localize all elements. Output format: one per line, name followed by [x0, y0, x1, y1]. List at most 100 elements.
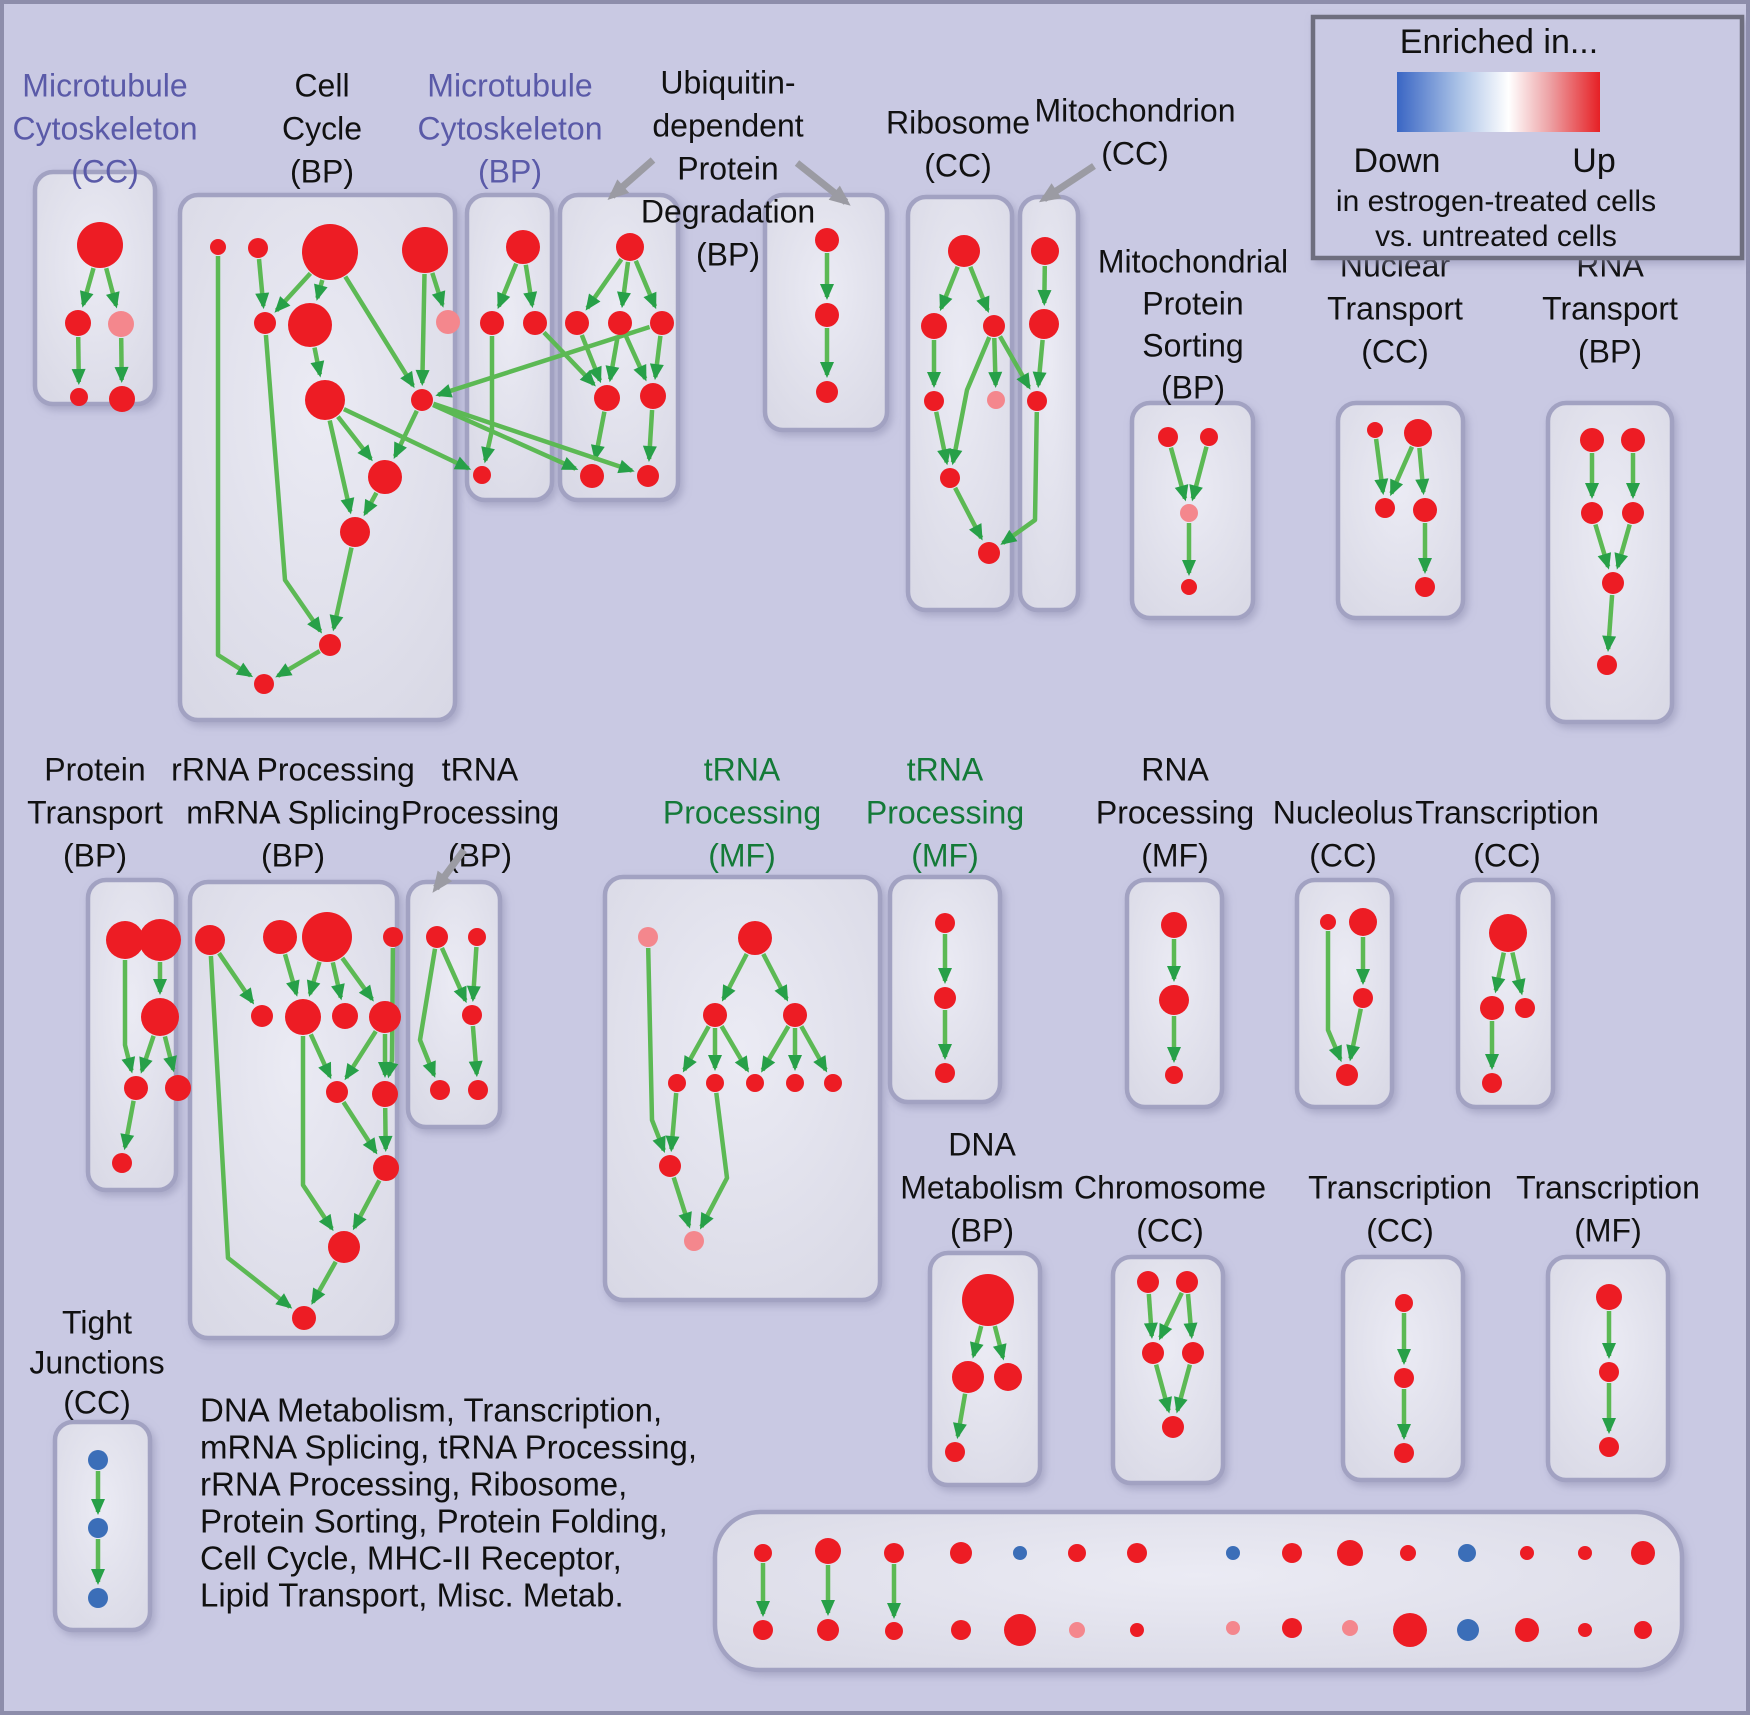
rrna-go-term-node-Q7 — [332, 1003, 358, 1029]
cellcycle-edge-n13-n14 — [275, 649, 321, 678]
trnamf1-go-term-node-A — [703, 1003, 727, 1027]
dnametab-edge-D2-D4 — [953, 1393, 968, 1440]
ribosome-edge-r1-r3 — [968, 265, 990, 313]
chromosome-edge-E2-E4 — [1183, 1293, 1198, 1340]
legend-title: Enriched in... — [1400, 23, 1598, 61]
rnaproc-go-term-node-W2 — [1159, 985, 1189, 1015]
cellcycle-edge-n4-n9 — [415, 273, 430, 386]
mtbp-edge-m1-m2 — [496, 262, 519, 310]
trnamf1-edge-B-c3 — [760, 1025, 791, 1073]
trnabp-go-term-node-U5 — [468, 1080, 488, 1100]
trnamf1-go-term-node-c5 — [824, 1074, 842, 1092]
ubiqA-cluster-label: Ubiquitin- — [660, 64, 795, 100]
chromosome-go-term-node-E5 — [1162, 1416, 1184, 1438]
tightjct-go-term-node-J3 — [88, 1588, 108, 1608]
miscbox-go-term-node-kb5 — [1004, 1614, 1036, 1646]
miscbox-go-term-node-kb12 — [1457, 1619, 1479, 1641]
miscbox-go-term-node-kb9 — [1282, 1618, 1302, 1638]
miscbox-go-term-node-kt5 — [1013, 1546, 1027, 1560]
layer-nodes — [65, 222, 1655, 1647]
chromosome-edge-E3-E5 — [1153, 1364, 1172, 1414]
rrna-go-term-node-Q5 — [251, 1005, 273, 1027]
cellcycle-edge-n3-n6 — [314, 279, 328, 301]
mtcc-go-term-node-b — [65, 310, 91, 336]
trnamf2-go-term-node-V1 — [935, 913, 955, 933]
tightjct-go-term-node-J1 — [88, 1450, 108, 1470]
ribosome-go-term-node-r7 — [978, 542, 1000, 564]
rnaproc-cluster-label: RNA — [1141, 751, 1209, 787]
misc-clusters-text: mRNA Splicing, tRNA Processing, — [200, 1429, 697, 1466]
ubiqB-go-term-node-v2 — [815, 303, 839, 327]
txcc2-go-term-node-Z1 — [1395, 1294, 1413, 1312]
misc-clusters-text: DNA Metabolism, Transcription, — [200, 1392, 662, 1429]
miscbox-go-term-node-kb8 — [1226, 1621, 1240, 1635]
dnametab-edge-D1-D2 — [969, 1325, 984, 1359]
ubiqA-edge-u4-u6 — [649, 335, 664, 381]
txmf-go-term-node-F1 — [1596, 1284, 1622, 1310]
miscbox-go-term-node-kt8 — [1226, 1546, 1240, 1560]
dnametab-go-term-node-D3 — [994, 1363, 1022, 1391]
mtbp-go-term-node-m1 — [506, 230, 540, 264]
cellcycle-cluster-label: Cycle — [282, 110, 362, 146]
trnamf1-cluster-label: Processing — [663, 794, 821, 830]
ribosome-edge-r3-r6 — [948, 336, 992, 466]
nuctrans-cluster-label: (CC) — [1361, 333, 1429, 369]
trnamf1-go-term-node-B — [783, 1003, 807, 1027]
miscbox-go-term-node-kb14 — [1578, 1623, 1592, 1637]
rrna-edge-Q1-Q5 — [217, 951, 255, 1005]
ubiqA-go-term-node-u4 — [650, 311, 674, 335]
rnatrans-go-term-node-T1 — [1580, 428, 1604, 452]
txmf-cluster-label: Transcription — [1516, 1169, 1700, 1205]
miscbox-go-term-node-kt15 — [1631, 1541, 1655, 1565]
cellcycle-edge-n10-n12 — [363, 491, 379, 517]
nuctrans-go-term-node-N1 — [1367, 422, 1383, 438]
trnamf1-cluster-label: (MF) — [708, 837, 776, 873]
trnamf1-edge-t-A — [721, 952, 749, 1002]
trnamf1-go-term-node-t — [738, 921, 772, 955]
trnabp-go-term-node-U4 — [430, 1080, 450, 1100]
mito-go-term-node-M3 — [1027, 391, 1047, 411]
mtcc-edge-a-c — [104, 267, 120, 309]
ribosome-go-term-node-r5 — [987, 391, 1005, 409]
ubiquitin-arrow-left — [607, 157, 656, 200]
trnamf1-go-term-node-m — [659, 1155, 681, 1177]
rnaproc-cluster-label: (MF) — [1141, 837, 1209, 873]
trnabp-edge-U2-U3 — [466, 946, 481, 1002]
mtcc-go-term-node-a — [77, 222, 123, 268]
trnamf1-edge-B-c5 — [799, 1025, 828, 1073]
trnamf1-go-term-node-c3 — [746, 1074, 764, 1092]
cross-edge-ubiqA.u4-cellcycle.n9 — [435, 324, 651, 398]
chromosome-go-term-node-E4 — [1182, 1342, 1204, 1364]
chromosome-cluster-box — [1110, 1254, 1226, 1486]
dnametab-go-term-node-D1 — [962, 1274, 1014, 1326]
ribosome-go-term-node-r3 — [983, 315, 1005, 337]
rrna-cluster-label: mRNA Splicing — [186, 794, 399, 830]
txmf-go-term-node-F2 — [1599, 1362, 1619, 1382]
txmf-go-term-node-F3 — [1599, 1437, 1619, 1457]
trnamf1-cluster-label: tRNA — [704, 751, 781, 787]
legend-sub2: vs. untreated cells — [1375, 220, 1617, 253]
miscbox-go-term-node-kb2 — [817, 1619, 839, 1641]
rnatrans-go-term-node-T5 — [1602, 572, 1624, 594]
prottrans-go-term-node-P2 — [139, 919, 181, 961]
miscbox-go-term-node-kb10 — [1342, 1620, 1358, 1636]
trnamf1-edge-A-c1 — [682, 1025, 711, 1073]
nucleolus-cluster-label: Nucleolus — [1273, 794, 1414, 830]
mtcc-go-term-node-d — [70, 388, 88, 406]
mps-go-term-node-s3 — [1180, 504, 1198, 522]
mito-cluster-label: Mitochondrion — [1035, 92, 1236, 128]
cellcycle-go-term-node-n6 — [288, 303, 332, 347]
miscbox-go-term-node-kt11 — [1400, 1545, 1416, 1561]
nuctrans-cluster-box — [1335, 400, 1466, 621]
ubiqA-edge-u6-u8 — [642, 409, 657, 462]
ubiqA-go-term-node-u8 — [637, 465, 659, 487]
rrna-go-term-node-Q10 — [372, 1081, 398, 1107]
rnaproc-cluster-label: Processing — [1096, 794, 1254, 830]
miscbox-go-term-node-kt14 — [1578, 1546, 1592, 1560]
prottrans-edge-P4-P6 — [120, 1100, 136, 1151]
mtcc-edge-a-b — [79, 267, 96, 308]
misc-clusters-text: Lipid Transport, Misc. Metab. — [200, 1577, 624, 1614]
rnatrans-go-term-node-T2 — [1621, 428, 1645, 452]
